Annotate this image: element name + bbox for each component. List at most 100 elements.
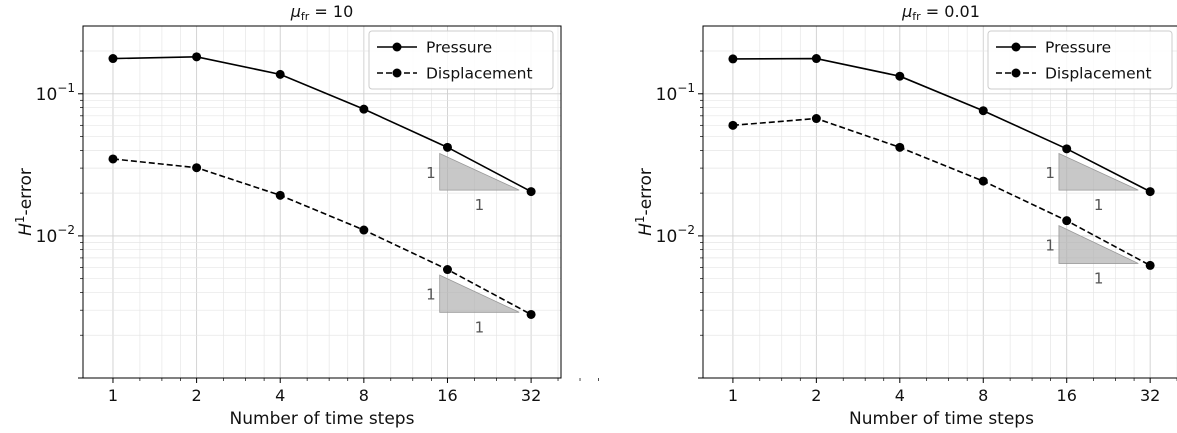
data-point-displacement bbox=[108, 154, 118, 164]
grid bbox=[703, 26, 1177, 379]
slope-triangle-displacement: 11 bbox=[426, 274, 520, 336]
y-axis-label: H1-error bbox=[633, 168, 656, 236]
y-tick-label-base: 10 bbox=[656, 227, 678, 247]
slope-triangle-shape bbox=[1058, 152, 1139, 191]
title-symbol: μ bbox=[901, 2, 912, 21]
title-subscript: fr bbox=[301, 10, 310, 23]
data-point-pressure bbox=[728, 54, 738, 64]
y-tick-label: 10−2 bbox=[36, 223, 75, 247]
data-point-displacement bbox=[442, 265, 452, 275]
x-tick-label: 32 bbox=[521, 386, 541, 405]
slope-triangle-pressure: 11 bbox=[1045, 152, 1139, 214]
x-tick-label: 4 bbox=[895, 386, 905, 405]
legend-label-pressure: Pressure bbox=[426, 39, 492, 57]
legend-marker-pressure bbox=[1011, 42, 1021, 52]
slope-triangle-pressure: 11 bbox=[426, 152, 520, 214]
legend-marker-pressure bbox=[392, 42, 402, 52]
data-point-pressure bbox=[895, 71, 905, 81]
slope-label-horizontal: 1 bbox=[475, 196, 485, 214]
series-line-displacement bbox=[732, 117, 1151, 267]
legend-label-pressure: Pressure bbox=[1045, 39, 1111, 57]
data-point-pressure bbox=[192, 52, 202, 62]
legend-box bbox=[987, 30, 1173, 90]
slope-triangle-shape bbox=[1058, 225, 1139, 264]
series-displacement bbox=[728, 114, 1155, 270]
y-tick-label-exponent: −2 bbox=[677, 223, 695, 237]
y-tick-label-base: 10 bbox=[36, 85, 58, 105]
slope-label-vertical: 1 bbox=[426, 164, 436, 182]
data-point-pressure bbox=[1062, 144, 1072, 154]
data-point-pressure bbox=[359, 104, 369, 114]
slope-label-vertical: 1 bbox=[426, 286, 436, 304]
y-label-rest: -error bbox=[16, 168, 36, 215]
y-tick-label-exponent: −1 bbox=[677, 81, 695, 95]
slope-triangle-shape bbox=[439, 152, 520, 191]
data-point-pressure bbox=[978, 106, 988, 116]
data-point-displacement bbox=[728, 120, 738, 130]
x-tick-label: 16 bbox=[437, 386, 457, 405]
y-tick-label-base: 10 bbox=[656, 85, 678, 105]
data-point-pressure bbox=[275, 69, 285, 79]
plot-frame bbox=[82, 25, 562, 379]
series-line-pressure bbox=[732, 57, 1151, 193]
title-rest: = 0.01 bbox=[921, 2, 980, 21]
x-tick-label: 1 bbox=[108, 386, 118, 405]
data-point-displacement bbox=[1062, 216, 1072, 226]
data-point-displacement bbox=[275, 190, 285, 200]
y-tick-label-exponent: −1 bbox=[57, 81, 75, 95]
legend-label-displacement: Displacement bbox=[426, 65, 533, 83]
y-tick-label: 10−1 bbox=[36, 81, 75, 105]
data-point-pressure bbox=[1145, 187, 1155, 197]
y-axis-label: H1-error bbox=[13, 168, 36, 236]
y-tick-label: 10−2 bbox=[656, 223, 695, 247]
legend-label-displacement: Displacement bbox=[1045, 65, 1152, 83]
y-label-rest: -error bbox=[636, 168, 656, 215]
x-tick-label: 2 bbox=[192, 386, 202, 405]
y-tick-label: 10−1 bbox=[656, 81, 695, 105]
plot-frame bbox=[702, 25, 1177, 379]
legend: Pressure Displacement bbox=[368, 30, 554, 90]
chart-title: μfr = 10 bbox=[290, 2, 354, 23]
y-tick-label-base: 10 bbox=[36, 227, 58, 247]
legend-box bbox=[368, 30, 554, 90]
x-tick-label: 4 bbox=[275, 386, 285, 405]
series-pressure bbox=[728, 54, 1155, 197]
y-label-base: H bbox=[16, 223, 36, 236]
legend: Pressure Displacement bbox=[987, 30, 1173, 90]
legend-marker-displacement bbox=[1011, 68, 1021, 78]
chart-title: μfr = 0.01 bbox=[901, 2, 980, 23]
data-point-displacement bbox=[526, 309, 536, 319]
x-axis-label: Number of time steps bbox=[230, 409, 415, 429]
legend-marker-displacement bbox=[392, 68, 402, 78]
series-displacement bbox=[108, 154, 536, 319]
slope-label-horizontal: 1 bbox=[1094, 269, 1104, 287]
data-point-displacement bbox=[811, 114, 821, 124]
x-axis-label: Number of time steps bbox=[849, 409, 1034, 429]
slope-label-horizontal: 1 bbox=[1094, 196, 1104, 214]
data-point-pressure bbox=[526, 187, 536, 197]
x-tick-label: 2 bbox=[811, 386, 821, 405]
title-rest: = 10 bbox=[309, 2, 353, 21]
x-tick-label: 1 bbox=[728, 386, 738, 405]
slope-label-horizontal: 1 bbox=[475, 318, 485, 336]
data-point-displacement bbox=[359, 225, 369, 235]
x-tick-label: 8 bbox=[978, 386, 988, 405]
data-point-pressure bbox=[811, 54, 821, 64]
data-point-pressure bbox=[108, 54, 118, 64]
y-label-superscript: 1 bbox=[633, 215, 647, 223]
series-pressure bbox=[108, 52, 536, 197]
data-point-displacement bbox=[895, 142, 905, 152]
x-tick-label: 16 bbox=[1057, 386, 1077, 405]
y-tick-label-exponent: −2 bbox=[57, 223, 75, 237]
data-point-displacement bbox=[192, 163, 202, 173]
data-point-pressure bbox=[442, 142, 452, 152]
y-label-superscript: 1 bbox=[13, 215, 27, 223]
slope-label-vertical: 1 bbox=[1045, 164, 1055, 182]
data-point-displacement bbox=[978, 176, 988, 186]
y-label-base: H bbox=[636, 223, 656, 236]
title-symbol: μ bbox=[290, 2, 301, 21]
data-point-displacement bbox=[1145, 260, 1155, 270]
